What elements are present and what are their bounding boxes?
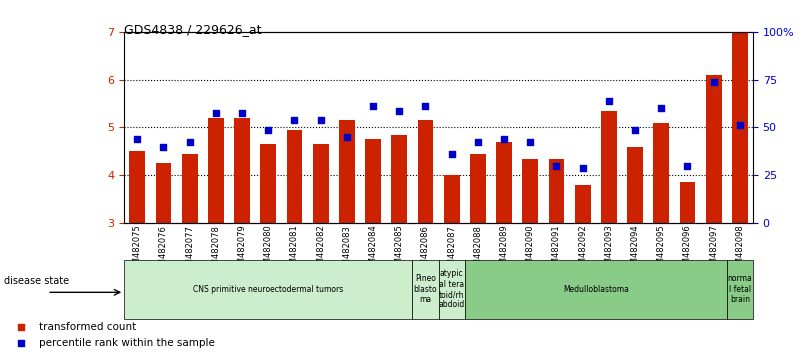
Point [707, 79, 720, 85]
Text: GSM482082: GSM482082 [316, 225, 325, 275]
Text: GSM482081: GSM482081 [290, 225, 299, 275]
Text: GSM482078: GSM482078 [211, 225, 220, 275]
Point [183, 139, 196, 145]
Text: GSM482079: GSM482079 [238, 225, 247, 275]
Bar [601, 111, 617, 223]
Text: disease state: disease state [4, 276, 69, 286]
Bar [549, 159, 565, 223]
Bar [496, 142, 512, 223]
Point [157, 144, 170, 149]
Point [288, 118, 301, 123]
Bar [470, 154, 485, 223]
Point [734, 122, 747, 128]
Bar [313, 144, 328, 223]
Bar [413, 260, 439, 319]
Bar [727, 260, 753, 319]
Point [392, 108, 405, 114]
Text: GSM482091: GSM482091 [552, 225, 561, 275]
Text: GSM482094: GSM482094 [630, 225, 639, 275]
Bar [439, 260, 465, 319]
Point [602, 98, 615, 104]
Text: GSM482097: GSM482097 [709, 225, 718, 275]
Text: GSM482096: GSM482096 [683, 225, 692, 275]
Text: atypic
al tera
toid/rh
abdoid: atypic al tera toid/rh abdoid [438, 269, 465, 309]
Point [655, 105, 668, 111]
Text: GSM482075: GSM482075 [133, 225, 142, 275]
Bar [732, 32, 747, 223]
Text: GSM482098: GSM482098 [735, 225, 744, 275]
Text: percentile rank within the sample: percentile rank within the sample [39, 338, 215, 348]
Point [472, 139, 485, 145]
Point [235, 110, 248, 116]
Point [681, 163, 694, 169]
Point [524, 139, 537, 145]
Text: GSM482080: GSM482080 [264, 225, 273, 275]
Bar [627, 147, 643, 223]
Text: GDS4838 / 229626_at: GDS4838 / 229626_at [124, 23, 262, 36]
Point [342, 237, 355, 242]
Bar [182, 154, 198, 223]
Point [340, 134, 353, 140]
Point [131, 137, 143, 142]
Bar [522, 159, 538, 223]
Point [576, 165, 589, 171]
Point [209, 110, 222, 116]
Point [262, 127, 275, 133]
Text: GSM482083: GSM482083 [342, 225, 352, 275]
Point [550, 163, 563, 169]
Bar [130, 152, 145, 223]
Bar [575, 185, 590, 223]
Text: GSM482077: GSM482077 [185, 225, 194, 275]
Text: GSM482095: GSM482095 [657, 225, 666, 275]
Text: GSM482088: GSM482088 [473, 225, 482, 275]
Bar [392, 135, 407, 223]
Text: GSM482085: GSM482085 [395, 225, 404, 275]
Point [367, 103, 380, 109]
Bar [339, 120, 355, 223]
Bar [417, 120, 433, 223]
Text: GSM482089: GSM482089 [500, 225, 509, 275]
Bar [654, 123, 669, 223]
Bar [208, 118, 223, 223]
Text: norma
l fetal
brain: norma l fetal brain [727, 274, 752, 304]
Bar [124, 260, 413, 319]
Bar [155, 163, 171, 223]
Text: GSM482090: GSM482090 [525, 225, 535, 275]
Point [497, 137, 510, 142]
Point [419, 103, 432, 109]
Point [629, 127, 642, 133]
Point [342, 92, 355, 98]
Bar [234, 118, 250, 223]
Text: GSM482076: GSM482076 [159, 225, 168, 275]
Bar [706, 75, 722, 223]
Text: GSM482093: GSM482093 [604, 225, 614, 275]
Text: GSM482086: GSM482086 [421, 225, 430, 275]
Text: Medulloblastoma: Medulloblastoma [563, 285, 629, 294]
Bar [679, 182, 695, 223]
Text: CNS primitive neuroectodermal tumors: CNS primitive neuroectodermal tumors [193, 285, 344, 294]
Point [314, 118, 327, 123]
Text: GSM482092: GSM482092 [578, 225, 587, 275]
Bar [260, 144, 276, 223]
Text: transformed count: transformed count [39, 322, 136, 332]
Text: GSM482087: GSM482087 [447, 225, 456, 275]
Bar [365, 139, 381, 223]
Bar [465, 260, 727, 319]
Bar [287, 130, 302, 223]
Text: GSM482084: GSM482084 [368, 225, 377, 275]
Text: Pineo
blasto
ma: Pineo blasto ma [413, 274, 437, 304]
Point [445, 151, 458, 156]
Bar [444, 175, 460, 223]
